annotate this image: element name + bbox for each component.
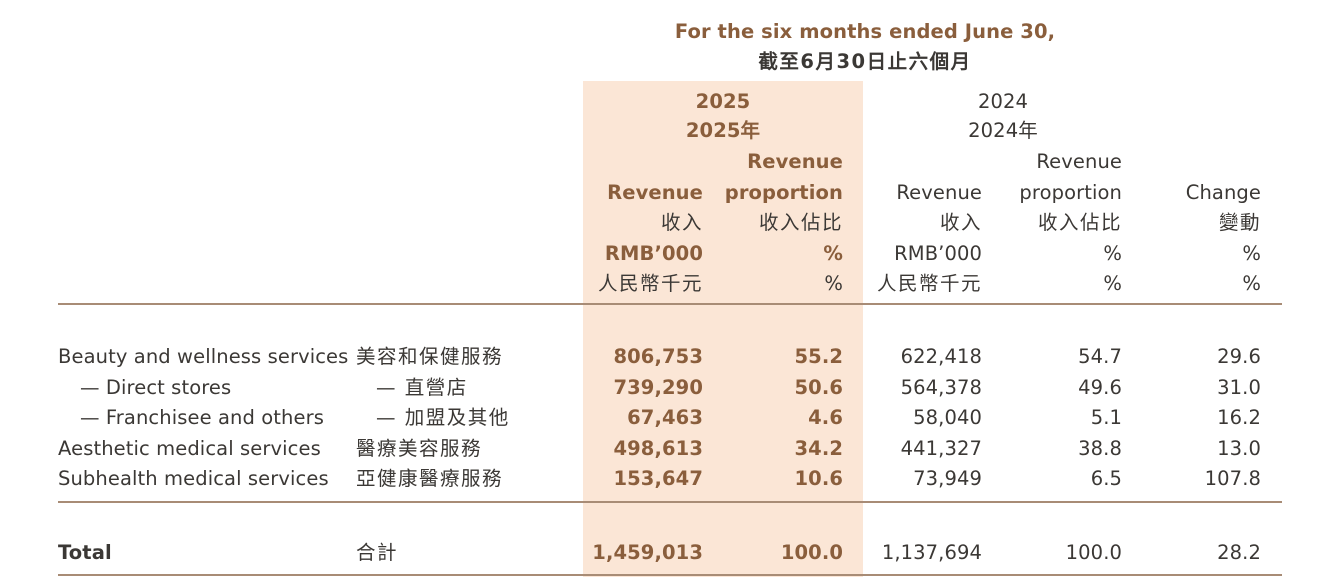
cell-prop-2024: 6.5 (1090, 467, 1122, 490)
col-change-unit-zh: % (1242, 272, 1261, 295)
total-label-zh: 合計 (356, 541, 399, 564)
cell-rev-2024: 73,949 (913, 467, 982, 490)
subtotal-divider (58, 501, 1282, 503)
row-label-en: — Franchisee and others (80, 406, 324, 429)
col-rev-2024-unit-zh: 人民幣千元 (876, 272, 982, 295)
row-label-zh: — 直營店 (376, 376, 468, 399)
year-2025-zh: 2025年 (685, 119, 761, 142)
col-change-en: Change (1185, 181, 1261, 204)
col-prop-2025-zh: 收入佔比 (758, 211, 843, 234)
total-prop-2024: 100.0 (1065, 541, 1122, 564)
col-rev-2024-unit-en: RMB’000 (894, 242, 982, 265)
cell-change: 107.8 (1204, 467, 1261, 490)
period-heading-en: For the six months ended June 30, (674, 20, 1056, 43)
cell-prop-2025: 34.2 (794, 437, 843, 460)
cell-prop-2025: 50.6 (794, 376, 843, 399)
col-prop-2025-unit-en: % (823, 242, 843, 265)
col-prop-2024-zh: 收入佔比 (1037, 211, 1122, 234)
col-rev-2024-en: Revenue (896, 181, 982, 204)
row-label-en: — Direct stores (80, 376, 232, 399)
cell-prop-2024: 5.1 (1090, 406, 1122, 429)
cell-rev-2025: 153,647 (613, 467, 703, 490)
row-label-zh: 醫療美容服務 (356, 437, 483, 460)
total-prop-2025: 100.0 (780, 541, 843, 564)
col-prop-2024-en2: proportion (1019, 181, 1122, 204)
col-rev-2025-zh: 收入 (660, 211, 703, 234)
col-prop-2025-en1: Revenue (747, 150, 843, 173)
col-rev-2025-en: Revenue (607, 181, 703, 204)
cell-prop-2024: 38.8 (1078, 437, 1122, 460)
cell-prop-2024: 54.7 (1078, 345, 1122, 368)
cell-prop-2025: 4.6 (808, 406, 843, 429)
highlight-2025-column (583, 81, 863, 577)
cell-rev-2025: 739,290 (613, 376, 703, 399)
col-rev-2024-zh: 收入 (939, 211, 982, 234)
year-2024-zh: 2024年 (968, 119, 1038, 142)
total-rev-2024: 1,137,694 (881, 541, 982, 564)
row-label-en: Subhealth medical services (58, 467, 329, 490)
col-prop-2025-en2: proportion (724, 181, 843, 204)
year-2024: 2024 (977, 90, 1029, 113)
cell-rev-2025: 67,463 (627, 406, 703, 429)
col-change-zh: 變動 (1218, 211, 1261, 234)
row-label-en: Beauty and wellness services (58, 345, 349, 368)
cell-prop-2024: 49.6 (1078, 376, 1122, 399)
cell-prop-2025: 10.6 (794, 467, 843, 490)
cell-rev-2025: 498,613 (613, 437, 703, 460)
year-2025: 2025 (695, 90, 751, 113)
col-prop-2025-unit-zh: % (824, 272, 843, 295)
row-label-zh: 亞健康醫療服務 (356, 467, 504, 490)
header-divider (58, 303, 1282, 305)
cell-rev-2024: 622,418 (900, 345, 982, 368)
col-rev-2025-unit-en: RMB’000 (604, 242, 703, 265)
cell-rev-2024: 58,040 (913, 406, 982, 429)
row-label-zh: 美容和保健服務 (356, 345, 504, 368)
cell-change: 31.0 (1217, 376, 1261, 399)
row-label-en: Aesthetic medical services (58, 437, 321, 460)
col-prop-2024-unit-zh: % (1103, 272, 1122, 295)
cell-change: 16.2 (1217, 406, 1261, 429)
period-heading-zh: 截至6月30日止六個月 (758, 50, 972, 73)
total-change: 28.2 (1217, 541, 1261, 564)
col-prop-2024-en1: Revenue (1036, 150, 1122, 173)
cell-rev-2025: 806,753 (613, 345, 703, 368)
cell-prop-2025: 55.2 (794, 345, 843, 368)
total-bottom-rule (58, 574, 1282, 576)
row-label-zh: — 加盟及其他 (376, 406, 510, 429)
col-rev-2025-unit-zh: 人民幣千元 (597, 272, 703, 295)
total-label-en: Total (58, 541, 112, 564)
col-change-unit-en: % (1242, 242, 1261, 265)
total-rev-2025: 1,459,013 (592, 541, 703, 564)
cell-rev-2024: 441,327 (900, 437, 982, 460)
col-prop-2024-unit-en: % (1103, 242, 1122, 265)
cell-rev-2024: 564,378 (900, 376, 982, 399)
cell-change: 13.0 (1217, 437, 1261, 460)
cell-change: 29.6 (1217, 345, 1261, 368)
